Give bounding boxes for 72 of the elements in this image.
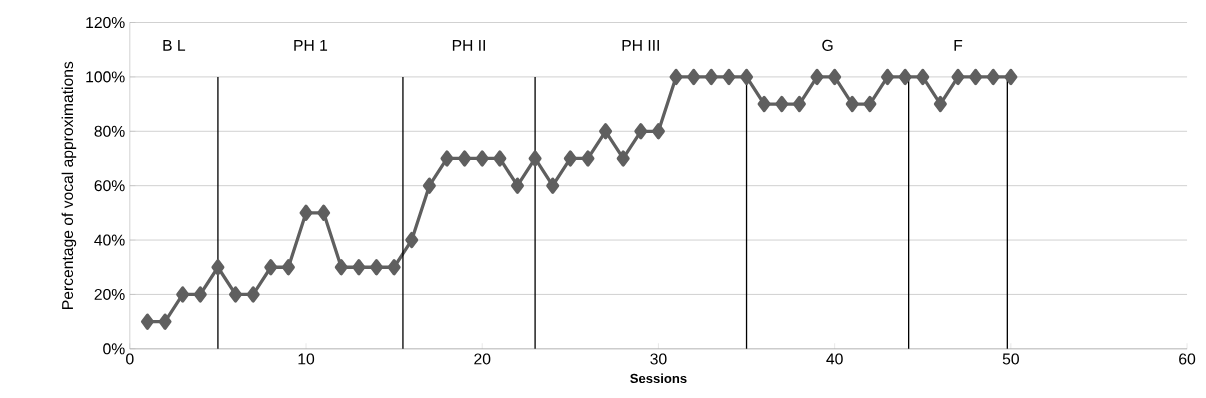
point — [828, 68, 842, 85]
point — [898, 68, 912, 85]
y-tick-label: 120% — [86, 16, 125, 28]
point — [599, 122, 613, 140]
point — [546, 177, 560, 194]
x-tick-label: 30 — [650, 353, 667, 365]
point — [334, 258, 348, 276]
point — [140, 313, 154, 330]
y-axis-title: Percentage of vocal approximations — [61, 61, 77, 309]
y-tick-label: 40% — [94, 234, 125, 246]
point — [475, 150, 489, 167]
point — [528, 150, 542, 167]
x-tick-label: 50 — [1002, 353, 1019, 365]
x-axis-title: Sessions — [630, 373, 687, 383]
point — [193, 286, 207, 303]
point — [281, 258, 295, 276]
y-tick-label: 80% — [94, 125, 125, 137]
point — [581, 150, 595, 167]
point — [264, 258, 278, 276]
x-tick-label: 10 — [298, 353, 315, 365]
point — [176, 286, 190, 303]
point — [458, 150, 472, 167]
annotation: PH 1 — [294, 39, 328, 51]
point — [775, 95, 789, 113]
point — [687, 68, 701, 85]
point — [369, 258, 384, 276]
point — [810, 68, 824, 85]
point — [651, 122, 665, 140]
point — [704, 68, 718, 85]
point — [845, 95, 859, 113]
point — [916, 68, 930, 85]
point — [246, 286, 260, 303]
point — [563, 150, 577, 167]
x-tick-label: 0 — [126, 353, 134, 365]
point — [1004, 68, 1018, 85]
point — [440, 150, 454, 167]
annotation: B L — [163, 39, 186, 51]
point — [616, 150, 630, 167]
x-tick-label: 20 — [474, 353, 491, 365]
point — [951, 68, 965, 85]
point — [757, 95, 771, 113]
point — [792, 95, 806, 113]
annotation: G — [822, 39, 833, 51]
point — [986, 68, 1000, 85]
point — [299, 204, 313, 221]
point — [387, 258, 401, 276]
annotation: PH II — [452, 39, 485, 51]
y-tick-label: 60% — [94, 179, 125, 191]
annotation: F — [954, 39, 963, 51]
point — [722, 68, 736, 85]
point — [669, 68, 683, 85]
point — [740, 68, 754, 85]
y-tick-label: 100% — [86, 71, 125, 83]
y-tick-label: 0% — [103, 343, 125, 355]
point — [352, 258, 366, 276]
point — [863, 95, 877, 113]
point — [880, 68, 895, 85]
point — [969, 68, 983, 85]
point — [510, 177, 524, 194]
x-tick-label: 60 — [1179, 353, 1196, 365]
point — [158, 313, 172, 330]
point — [405, 231, 419, 249]
point — [317, 204, 331, 221]
point — [211, 258, 225, 276]
point — [493, 150, 507, 167]
point — [933, 95, 947, 113]
y-tick-label: 20% — [94, 288, 125, 300]
point — [634, 122, 648, 140]
point — [422, 177, 436, 194]
annotation: PH III — [622, 39, 659, 51]
point — [229, 286, 243, 303]
x-tick-label: 40 — [826, 353, 843, 365]
